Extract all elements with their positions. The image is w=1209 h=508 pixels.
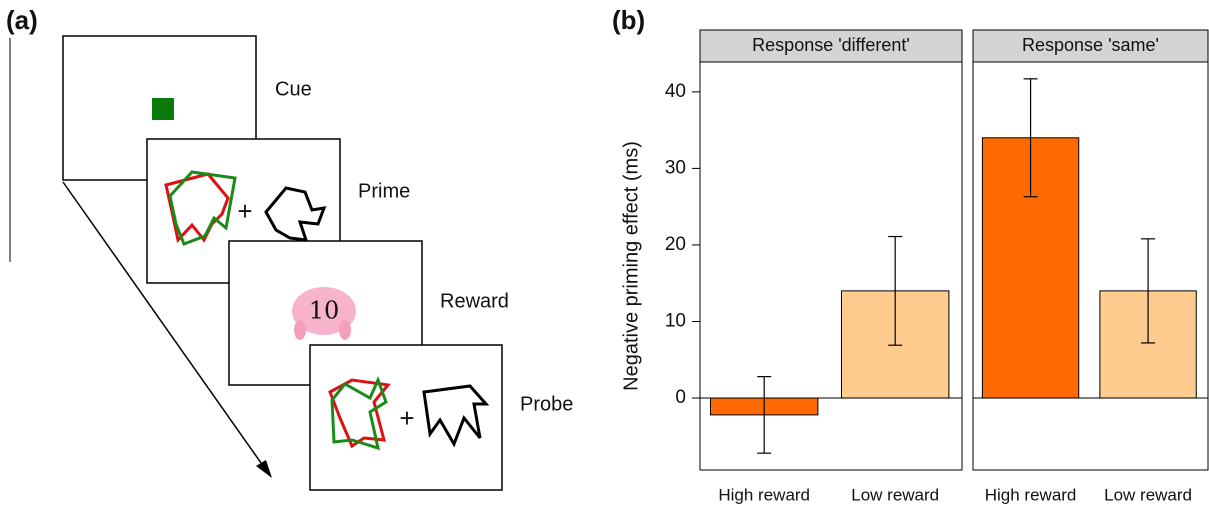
- y-axis-label: Negative priming effect (ms): [620, 141, 642, 391]
- y-tick-label: 10: [665, 311, 686, 332]
- cue-square: [152, 98, 174, 120]
- plus: +: [399, 403, 414, 433]
- facet-title: Response 'different': [752, 35, 910, 55]
- panel-a: (a) + 10 + Cue Prime Reward Probe: [6, 5, 573, 490]
- facet-title: Response 'same': [1022, 35, 1159, 55]
- stage-label: Cue: [275, 78, 312, 100]
- x-tick-label: Low reward: [1104, 485, 1192, 504]
- x-tick-label: High reward: [718, 485, 810, 504]
- stage-label: Probe: [520, 393, 573, 415]
- piggy-leg: [294, 320, 306, 340]
- y-tick-label: 20: [665, 234, 686, 255]
- x-tick-label: Low reward: [851, 485, 939, 504]
- stage-label: Prime: [358, 180, 410, 202]
- arrow-head: [256, 460, 272, 478]
- x-tick-label: High reward: [985, 485, 1077, 504]
- plus: +: [237, 196, 252, 226]
- y-tick-label: 30: [665, 157, 686, 178]
- y-tick-label: 0: [675, 387, 686, 408]
- y-tick-label: 40: [665, 81, 686, 102]
- stage-label: Reward: [440, 290, 509, 312]
- panel-label: (b): [612, 5, 645, 35]
- piggy-leg: [339, 320, 351, 340]
- figure: (a) + 10 + Cue Prime Reward Probe (b) Re…: [0, 0, 1209, 508]
- panel-label: (a): [6, 5, 38, 35]
- reward-amount: 10: [309, 297, 340, 325]
